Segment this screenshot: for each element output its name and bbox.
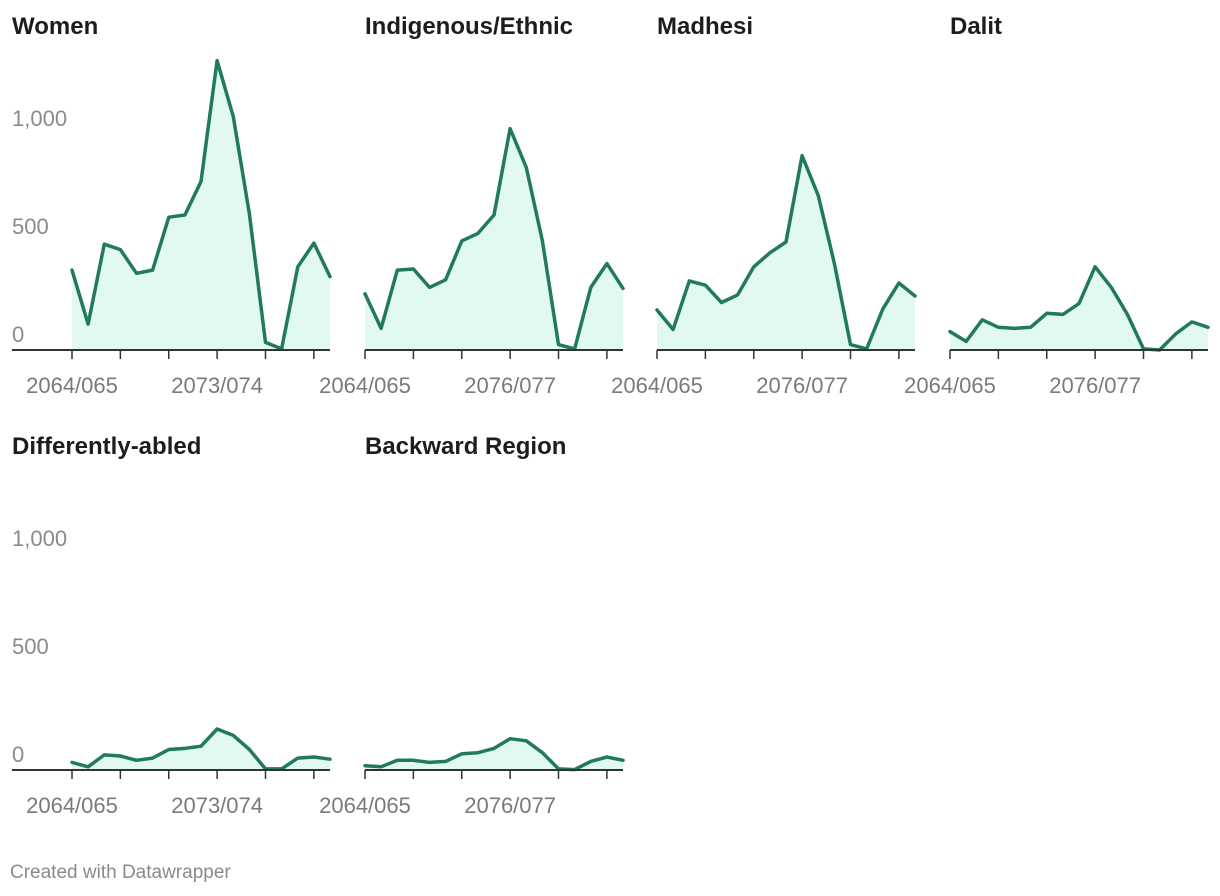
area-fill xyxy=(365,738,623,770)
panel-madhesi: Madhesi 2064/065 2076/077 xyxy=(611,13,917,398)
series-line xyxy=(948,265,1210,352)
panel-indigenous-ethnic: Indigenous/Ethnic 2064/065 2076/077 xyxy=(319,13,625,398)
y-tick-label: 0 xyxy=(12,742,24,767)
area-fill xyxy=(950,266,1208,350)
series-line xyxy=(70,727,332,771)
series-line xyxy=(70,58,332,351)
panel-title: Backward Region xyxy=(365,433,566,460)
panel-dalit: Dalit 2064/065 2076/077 xyxy=(904,13,1210,398)
x-tick-label: 2064/065 xyxy=(904,373,996,398)
panel-title: Women xyxy=(12,13,98,40)
x-tick-label: 2064/065 xyxy=(319,793,411,818)
x-tick-label: 2064/065 xyxy=(26,373,118,398)
panel-differently-abled: Differently-abled 0 500 1,000 2064/065 2073/0… xyxy=(12,433,332,818)
panels-layer: Women 0 500 1,000 2064/065 2073/074 Indigenous… xyxy=(12,13,1210,818)
area-fill xyxy=(72,60,330,350)
x-tick-label: 2076/077 xyxy=(464,373,556,398)
x-tick-label: 2064/065 xyxy=(26,793,118,818)
x-tick-label: 2076/077 xyxy=(756,373,848,398)
x-tick-label: 2064/065 xyxy=(319,373,411,398)
panel-title: Dalit xyxy=(950,13,1002,40)
y-tick-label: 1,000 xyxy=(12,106,67,131)
panel-backward-region: Backward Region 2064/065 2076/077 xyxy=(319,433,625,818)
y-tick-label: 500 xyxy=(12,214,49,239)
y-tick-label: 1,000 xyxy=(12,526,67,551)
area-fill xyxy=(365,128,623,350)
series-line xyxy=(363,736,625,772)
panel-women: Women 0 500 1,000 2064/065 2073/074 xyxy=(12,13,332,398)
panel-title: Indigenous/Ethnic xyxy=(365,13,573,40)
x-tick-label: 2076/077 xyxy=(1049,373,1141,398)
x-tick-label: 2076/077 xyxy=(464,793,556,818)
series-line xyxy=(363,126,625,351)
x-tick-label: 2064/065 xyxy=(611,373,703,398)
series-line xyxy=(655,153,917,351)
area-fill xyxy=(72,729,330,770)
area-fill xyxy=(657,155,915,350)
y-tick-label: 500 xyxy=(12,634,49,659)
panel-title: Differently-abled xyxy=(12,433,201,460)
y-tick-label: 0 xyxy=(12,322,24,347)
footer-credit: Created with Datawrapper xyxy=(10,862,231,883)
x-tick-label: 2073/074 xyxy=(171,793,263,818)
panel-title: Madhesi xyxy=(657,13,753,40)
x-tick-label: 2073/074 xyxy=(171,373,263,398)
